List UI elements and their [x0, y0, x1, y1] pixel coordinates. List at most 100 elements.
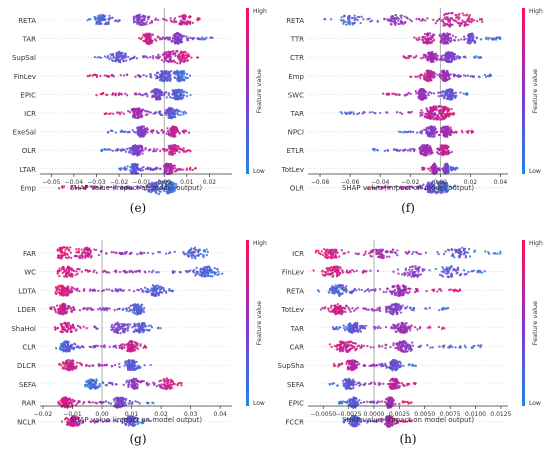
shap-point	[71, 273, 74, 277]
shap-point	[86, 19, 89, 22]
shap-point	[172, 147, 176, 151]
shap-point	[139, 132, 143, 135]
shap-point	[183, 131, 186, 134]
shap-point	[351, 16, 354, 20]
shap-point	[440, 70, 443, 74]
shap-point	[124, 92, 127, 95]
shap-point	[440, 115, 444, 118]
shap-point	[170, 20, 174, 24]
shap-point	[169, 79, 172, 82]
shap-point	[120, 111, 123, 114]
shap-point	[120, 149, 123, 152]
shap-point	[163, 37, 166, 40]
shap-point	[199, 252, 202, 256]
shap-point	[462, 14, 466, 17]
shap-point	[167, 93, 170, 97]
shap-point	[190, 56, 193, 59]
shap-point	[130, 252, 133, 255]
shap-point	[178, 62, 182, 65]
shap-point	[186, 271, 189, 274]
shap-point	[444, 94, 447, 97]
shap-point	[360, 15, 363, 18]
shap-point	[78, 289, 81, 293]
shap-point	[187, 131, 191, 134]
shap-point	[100, 92, 104, 96]
feature-row: EPIC	[20, 87, 232, 101]
shap-point	[111, 74, 114, 77]
feature-label: OLR	[290, 184, 304, 192]
shap-point	[208, 268, 212, 271]
shap-point	[67, 256, 71, 259]
feature-label: TAR	[22, 36, 37, 44]
shap-point	[149, 73, 152, 77]
shap-point	[429, 169, 432, 172]
panel-label: (f)	[401, 201, 415, 215]
shap-point	[159, 149, 162, 153]
shap-point	[80, 270, 84, 273]
shap-point	[395, 149, 399, 152]
shap-point	[405, 93, 409, 96]
shap-point	[467, 129, 470, 133]
shap-point	[84, 247, 87, 250]
shap-point	[163, 18, 166, 21]
feature-row: OLR	[22, 144, 232, 157]
shap-point	[426, 72, 429, 75]
shap-point	[82, 249, 86, 252]
shap-point	[103, 269, 106, 273]
shap-point	[142, 251, 146, 255]
shap-point	[169, 55, 172, 58]
x-tick-label: −0.05	[42, 179, 61, 186]
shap-point	[191, 21, 194, 25]
shap-point	[89, 256, 93, 259]
shap-point	[173, 90, 176, 94]
shap-point	[205, 253, 208, 257]
shap-point	[498, 37, 501, 40]
shap-point	[397, 93, 400, 96]
feature-label: FAR	[23, 250, 36, 258]
shap-point	[404, 56, 407, 59]
shap-point	[349, 111, 353, 115]
shap-point	[410, 19, 413, 23]
shap-point	[323, 17, 327, 21]
feature-row: NPCI	[288, 125, 508, 139]
shap-point	[471, 37, 475, 40]
feature-label: EPIC	[20, 91, 36, 99]
shap-point	[213, 267, 216, 270]
shap-point	[429, 133, 433, 137]
shap-point	[100, 149, 103, 152]
shap-point	[110, 251, 113, 254]
shap-point	[116, 51, 119, 55]
shap-point	[443, 96, 446, 99]
shap-point	[182, 60, 186, 63]
shap-point	[444, 150, 447, 153]
shap-point	[86, 270, 90, 273]
shap-point	[177, 41, 180, 44]
shap-point	[138, 129, 142, 132]
shap-point	[114, 92, 117, 95]
shap-point	[78, 268, 81, 271]
shap-point	[158, 167, 162, 170]
shap-point	[149, 148, 152, 151]
shap-point	[103, 55, 107, 58]
shap-point	[430, 165, 433, 169]
shap-point	[153, 167, 156, 171]
shap-point	[128, 288, 131, 292]
shap-point	[442, 24, 445, 27]
shap-point	[171, 96, 174, 100]
shap-point	[386, 18, 389, 21]
shap-point	[432, 39, 436, 42]
shap-point	[414, 89, 417, 93]
shap-point	[131, 129, 134, 132]
shap-point	[171, 93, 174, 96]
shap-point	[75, 250, 78, 254]
shap-point	[436, 150, 439, 154]
shap-point	[473, 19, 476, 22]
shap-point	[432, 131, 435, 134]
shap-point	[446, 94, 449, 97]
x-axis-title: SHAP value (impact on model output)	[342, 184, 474, 192]
shap-point	[170, 69, 173, 73]
shap-point	[145, 290, 148, 293]
shap-point	[88, 74, 91, 77]
shap-point	[119, 288, 122, 291]
feature-label: OLR	[22, 147, 36, 155]
